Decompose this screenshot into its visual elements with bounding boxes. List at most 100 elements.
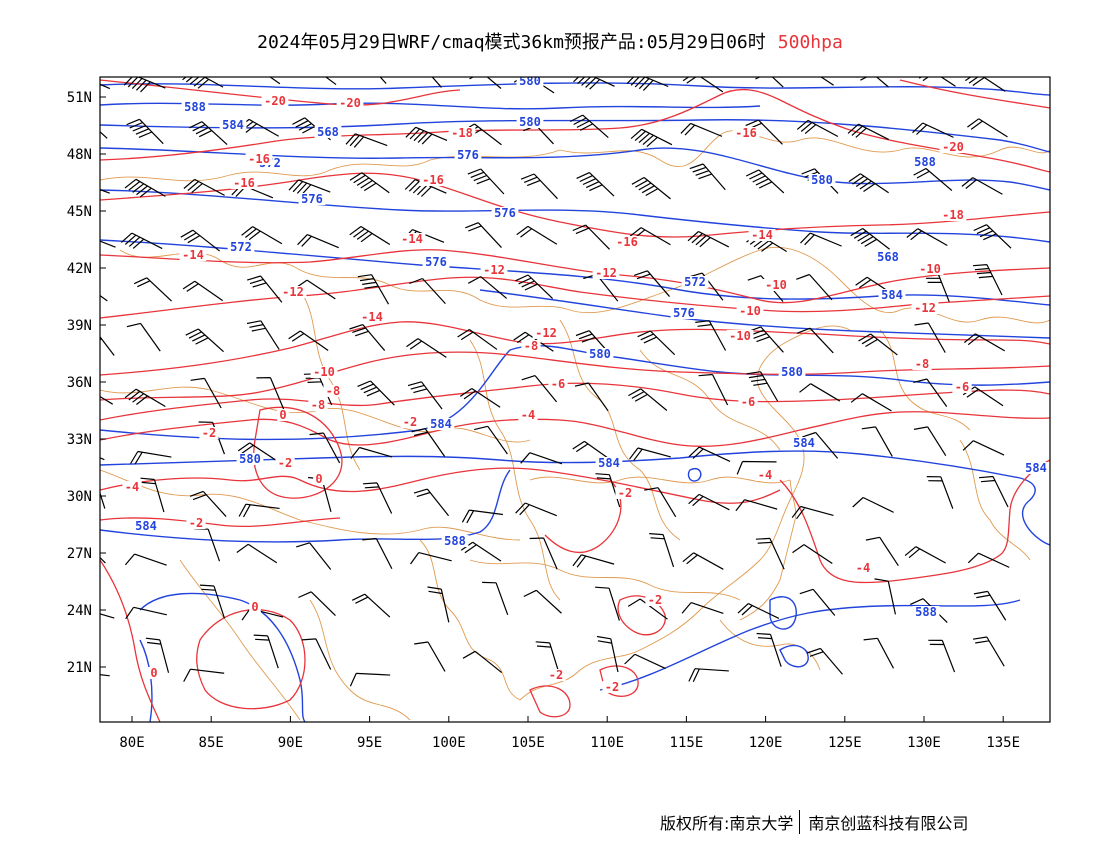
wind-barb: [972, 636, 1005, 667]
height-label-bg: [314, 126, 342, 138]
height-label-bg: [1022, 462, 1050, 474]
wind-barb: [796, 119, 839, 138]
wind-barb: [521, 375, 558, 403]
temp-label: 0: [251, 600, 258, 614]
height-contour: [779, 644, 809, 668]
temp-label-bg: [308, 399, 328, 411]
height-contour: [687, 468, 702, 482]
lon-tick-label: 90E: [278, 735, 303, 751]
height-label: 576: [457, 148, 479, 162]
wind-barb: [926, 476, 954, 509]
temp-label-bg: [261, 95, 289, 107]
temp-label: 0: [315, 472, 322, 486]
temp-label-bg: [419, 174, 447, 186]
wind-barb: [681, 602, 724, 615]
wind-barb: [406, 338, 447, 358]
wind-barb: [457, 328, 498, 350]
height-label-bg: [298, 193, 326, 205]
wind-barb: [747, 326, 784, 353]
lat-tick-label: 30N: [67, 489, 92, 505]
temp-label: -16: [616, 235, 638, 249]
wind-barb: [682, 77, 724, 93]
wind-barb: [735, 499, 778, 512]
temp-label-bg: [122, 481, 142, 493]
wind-barb: [459, 388, 501, 408]
wind-barb: [856, 77, 889, 88]
temp-label: -8: [524, 339, 538, 353]
wind-barb: [791, 505, 834, 520]
wind-barb: [474, 425, 508, 455]
wind-barb: [407, 381, 443, 410]
wind-barb: [698, 373, 729, 406]
wind-barb: [928, 639, 956, 673]
temp-label: -2: [202, 426, 216, 440]
wind-barb: [351, 593, 391, 618]
boundary-line: [559, 319, 681, 541]
footer-separator: [799, 810, 801, 834]
wind-barb: [185, 328, 224, 353]
temperature-contour: [779, 459, 1050, 584]
height-label: 576: [425, 255, 447, 269]
height-contour: [100, 469, 511, 543]
boundary-line: [469, 559, 741, 601]
wind-barb: [182, 77, 224, 89]
temp-label: -18: [451, 126, 473, 140]
wind-barb: [350, 446, 393, 459]
boundary-line: [519, 499, 791, 701]
wind-barb: [183, 178, 225, 196]
temp-label: -8: [915, 357, 929, 371]
wind-barb: [516, 225, 558, 245]
height-label: 588: [914, 155, 936, 169]
wind-barb: [304, 77, 337, 86]
height-label: 584: [881, 288, 903, 302]
height-label-bg: [441, 535, 469, 547]
lon-tick-label: 80E: [119, 735, 144, 751]
temp-label: -4: [125, 480, 139, 494]
temp-label-bg: [548, 378, 568, 390]
temp-label: -10: [919, 262, 941, 276]
wind-barb: [964, 333, 1006, 352]
wind-barb: [523, 589, 562, 614]
height-label: 584: [222, 118, 244, 132]
wind-barb: [349, 172, 390, 194]
height-contour: [479, 289, 1050, 339]
height-label-bg: [516, 77, 544, 87]
wind-barb: [680, 122, 723, 137]
wind-barb: [100, 83, 111, 90]
temperature-contour: [100, 411, 1050, 447]
temp-label: -10: [765, 278, 787, 292]
wind-barb: [296, 542, 332, 570]
temp-label-bg: [916, 263, 944, 275]
temp-label-bg: [358, 311, 386, 323]
temp-label: -16: [233, 176, 255, 190]
wind-barb: [796, 327, 834, 354]
wind-barb: [756, 632, 782, 667]
wind-barb: [427, 586, 450, 623]
wind-barb: [349, 225, 391, 246]
temp-label: -14: [751, 228, 773, 242]
temp-label: -16: [735, 126, 757, 140]
boundary-line: [299, 289, 361, 471]
wind-barb: [241, 226, 283, 245]
temp-label: -16: [248, 152, 270, 166]
wind-barb: [649, 533, 675, 568]
lat-tick-label: 39N: [67, 318, 92, 334]
height-label-bg: [427, 418, 455, 430]
wind-barb: [906, 228, 948, 247]
wind-barb: [682, 552, 724, 570]
boundary-line: [419, 539, 521, 701]
temp-label: -14: [361, 310, 383, 324]
boundary-line: [839, 279, 1050, 324]
wind-barb: [576, 172, 615, 197]
wind-barb: [874, 578, 897, 615]
height-label: 568: [317, 125, 339, 139]
wind-barb: [520, 452, 563, 465]
temp-label: -2: [278, 456, 292, 470]
wind-barb: [865, 536, 899, 567]
temp-label: -14: [401, 232, 423, 246]
wind-barb: [404, 179, 447, 197]
wind-barb: [194, 528, 221, 562]
temperature-contour: [100, 79, 461, 106]
boundary-line: [559, 130, 1050, 167]
wind-barb: [238, 503, 280, 518]
